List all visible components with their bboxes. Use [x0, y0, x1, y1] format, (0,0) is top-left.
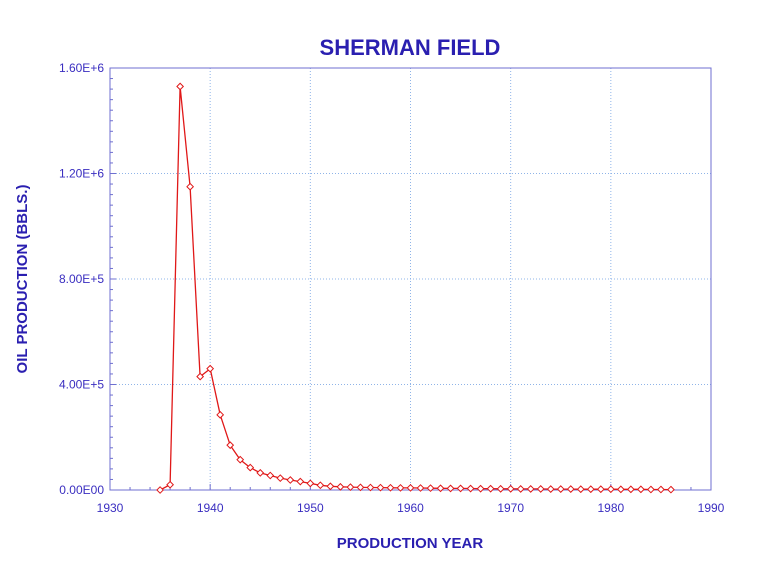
gridlines: [110, 68, 711, 490]
y-tick-label: 1.60E+6: [59, 61, 104, 75]
data-point: [667, 485, 675, 494]
data-point: [266, 471, 275, 480]
data-point: [376, 483, 385, 492]
y-tick-label: 0.00E00: [59, 483, 104, 497]
x-tick-label: 1990: [698, 501, 725, 515]
data-point: [436, 484, 445, 493]
data-point: [596, 485, 605, 494]
data-point: [566, 485, 575, 493]
data-point: [576, 485, 585, 494]
y-tick-label: 1.20E+6: [59, 167, 104, 181]
data-point: [326, 482, 335, 491]
data-point: [196, 372, 205, 381]
series-layer: [156, 82, 675, 494]
x-tick-label: 1980: [597, 501, 624, 515]
data-point: [526, 485, 535, 493]
data-point: [276, 474, 285, 483]
data-point: [346, 483, 355, 492]
data-point: [476, 484, 485, 493]
data-point: [226, 441, 235, 450]
data-point: [166, 480, 175, 489]
y-axis-title: OIL PRODUCTION (BBLS.): [14, 185, 31, 374]
data-point: [176, 82, 185, 91]
data-point: [657, 485, 665, 494]
data-point: [456, 484, 465, 493]
data-point: [626, 485, 635, 494]
data-point: [616, 485, 625, 494]
data-point: [366, 483, 375, 492]
data-point: [236, 455, 245, 464]
data-point: [606, 485, 615, 494]
data-point: [256, 468, 265, 477]
data-point: [556, 485, 565, 493]
data-point: [336, 482, 345, 491]
data-point: [156, 486, 164, 494]
data-point: [536, 485, 545, 493]
data-point: [356, 483, 365, 492]
x-tick-label: 1940: [197, 501, 224, 515]
data-point: [186, 182, 195, 191]
x-axis-title: PRODUCTION YEAR: [337, 535, 484, 552]
tick-labels: 1930 1940 1950 1960 1970 1980 1990 0.00E00 4.00E…: [59, 61, 725, 515]
data-point: [546, 485, 555, 493]
data-point: [406, 483, 415, 492]
data-point: [316, 481, 325, 490]
data-point: [506, 484, 515, 493]
data-point: [396, 483, 405, 492]
data-point: [646, 485, 655, 494]
data-point: [496, 484, 505, 493]
data-point: [426, 484, 435, 493]
chart-title: SHERMAN FIELD: [320, 35, 501, 60]
data-point: [246, 463, 255, 472]
series-line: [159, 85, 671, 491]
data-point: [486, 484, 495, 493]
data-point: [286, 476, 295, 484]
data-point: [416, 484, 425, 492]
x-tick-label: 1930: [97, 501, 124, 515]
x-tick-label: 1950: [297, 501, 324, 515]
data-point: [446, 484, 455, 493]
data-point: [296, 477, 305, 486]
x-tick-label: 1970: [497, 501, 524, 515]
y-tick-label: 8.00E+5: [59, 272, 104, 286]
data-point: [216, 410, 225, 419]
data-point: [636, 485, 645, 494]
data-point: [466, 484, 475, 493]
data-point: [386, 483, 395, 492]
data-point: [586, 485, 595, 494]
x-tick-label: 1960: [397, 501, 424, 515]
y-tick-label: 4.00E+5: [59, 378, 104, 392]
data-point: [516, 485, 525, 493]
data-point: [306, 479, 315, 488]
data-point: [206, 364, 215, 373]
